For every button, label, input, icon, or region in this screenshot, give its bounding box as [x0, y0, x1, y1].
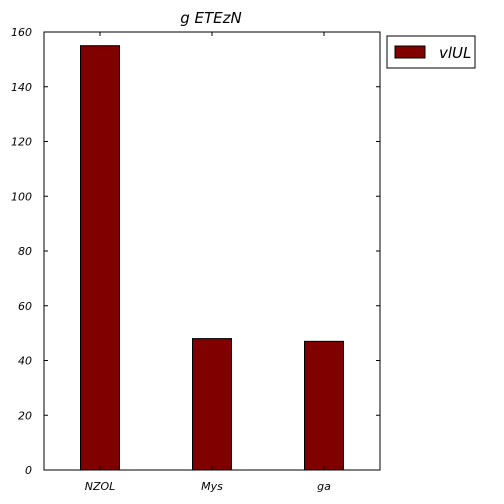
- legend-label: vlUL: [439, 44, 471, 62]
- y-tick-label: 80: [18, 245, 32, 258]
- bar-mys: [192, 338, 232, 471]
- y-tick-label: 0: [25, 464, 32, 477]
- legend: vlUL: [386, 35, 476, 69]
- legend-swatch: [394, 45, 426, 59]
- y-tick-label: 20: [18, 409, 32, 422]
- y-tick-label: 100: [11, 190, 32, 203]
- y-tick-label: 160: [11, 26, 32, 39]
- chart-title: g ETEzN: [180, 9, 242, 27]
- plot-area: 0 20 40 60 80 100 120 140 160 NZOL Mys ga: [11, 26, 381, 493]
- bar-nzol: [80, 45, 120, 471]
- bar-ga: [304, 340, 344, 471]
- x-tick-label: ga: [317, 480, 331, 493]
- y-tick-label: 140: [11, 81, 32, 94]
- y-tick-label: 120: [11, 136, 32, 149]
- y-tick-label: 60: [18, 300, 32, 313]
- x-tick-label: Mys: [201, 480, 223, 493]
- x-tick-label: NZOL: [85, 480, 116, 493]
- y-tick-label: 40: [18, 355, 32, 368]
